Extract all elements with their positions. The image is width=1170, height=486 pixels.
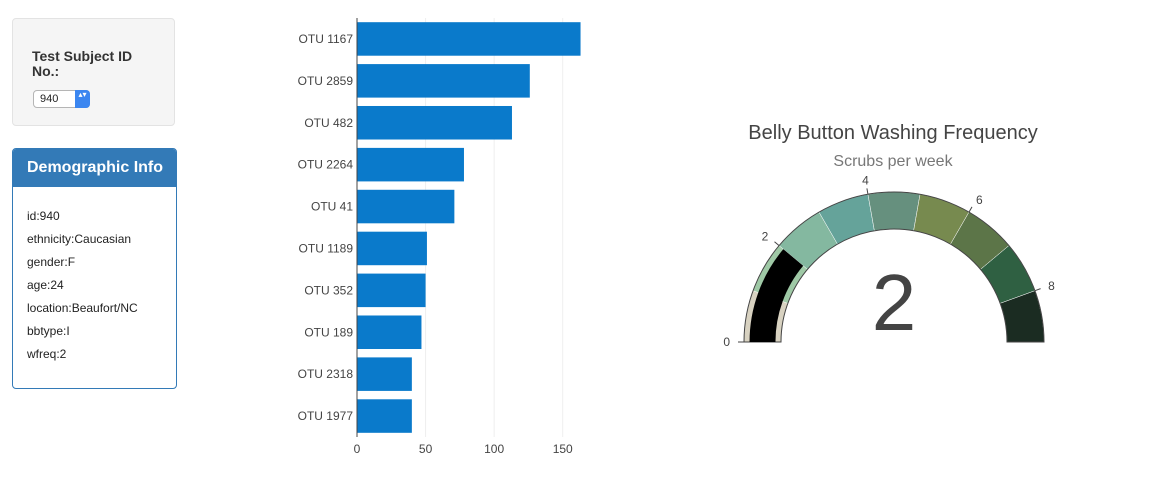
y-tick-label: OTU 352 xyxy=(304,283,353,297)
x-tick-label-0: 0 xyxy=(354,442,361,456)
gauge-tick-label-2: 2 xyxy=(762,230,769,244)
demographic-info-panel: Demographic Info id:940 ethnicity:Caucas… xyxy=(12,148,177,389)
subject-select-panel: Test Subject ID No.: 940 ▴▾ xyxy=(12,18,175,126)
demo-line-age: age:24 xyxy=(27,278,64,292)
bar-otu-2318[interactable] xyxy=(357,357,412,391)
gauge-tick-8 xyxy=(1034,288,1041,292)
bar-otu-352[interactable] xyxy=(357,273,426,308)
x-tick-label-100: 100 xyxy=(484,442,504,456)
y-tick-label: OTU 2264 xyxy=(298,158,354,172)
gauge-tick-label-8: 8 xyxy=(1048,279,1055,293)
demo-line-location: location:Beaufort/NC xyxy=(27,301,138,315)
bar-otu-41[interactable] xyxy=(357,189,455,224)
bar-otu-1977[interactable] xyxy=(357,399,412,433)
gauge-tick-4 xyxy=(866,188,869,195)
wash-frequency-gauge: Belly Button Washing Frequency Scrubs pe… xyxy=(723,122,1055,349)
bar-otu-189[interactable] xyxy=(357,315,422,350)
bar-otu-1189[interactable] xyxy=(357,231,427,266)
gauge-value-bar xyxy=(749,249,804,342)
gauge-tick-6 xyxy=(968,206,973,213)
y-tick-label: OTU 1977 xyxy=(298,409,354,423)
gauge-tick-label-6: 6 xyxy=(976,193,983,207)
select-arrows-icon[interactable]: ▴▾ xyxy=(75,90,90,108)
gauge-tick-label-4: 4 xyxy=(862,173,869,187)
demo-line-wfreq: wfreq:2 xyxy=(27,347,67,361)
otu-bar-chart: 0 50 100 150 OTU 1167 OTU 2859 OTU 482 OTU 2264… xyxy=(298,18,581,456)
y-tick-label: OTU 482 xyxy=(304,116,353,130)
demographic-info-list: id:940 ethnicity:Caucasian gender:F age:… xyxy=(13,187,176,370)
gauge-subtitle: Scrubs per week xyxy=(833,153,953,170)
gauge-tick-label-0: 0 xyxy=(723,335,730,349)
x-tick-label-50: 50 xyxy=(419,442,433,456)
demo-line-ethnicity: ethnicity:Caucasian xyxy=(27,232,132,246)
bar-otu-482[interactable] xyxy=(357,105,512,140)
bar-otu-2264[interactable] xyxy=(357,147,464,182)
y-tick-label: OTU 2859 xyxy=(298,74,354,88)
bar-otu-1167[interactable] xyxy=(357,22,581,56)
x-tick-label-150: 150 xyxy=(553,442,573,456)
y-tick-label: OTU 2318 xyxy=(298,367,354,381)
subject-id-select[interactable]: 940 ▴▾ xyxy=(33,90,90,108)
subject-select-label: Test Subject ID No.: xyxy=(32,48,133,79)
demo-line-gender: gender:F xyxy=(27,255,76,269)
gauge-tick-2 xyxy=(774,241,780,246)
demo-line-bbtype: bbtype:I xyxy=(27,324,70,338)
demographic-info-title: Demographic Info xyxy=(13,149,176,187)
y-tick-label: OTU 1189 xyxy=(299,241,354,255)
gauge-title: Belly Button Washing Frequency xyxy=(748,122,1037,144)
gauge-outline xyxy=(743,191,1045,343)
y-tick-label: OTU 41 xyxy=(311,200,353,214)
demo-line-id: id:940 xyxy=(27,209,60,223)
subject-id-value: 940 xyxy=(40,93,59,105)
gauge-value-number: 2 xyxy=(872,258,917,347)
y-tick-label: OTU 189 xyxy=(304,325,353,339)
gauge-step-4 xyxy=(867,191,921,232)
y-tick-label: OTU 1167 xyxy=(299,32,354,46)
bar-otu-2859[interactable] xyxy=(357,64,530,98)
